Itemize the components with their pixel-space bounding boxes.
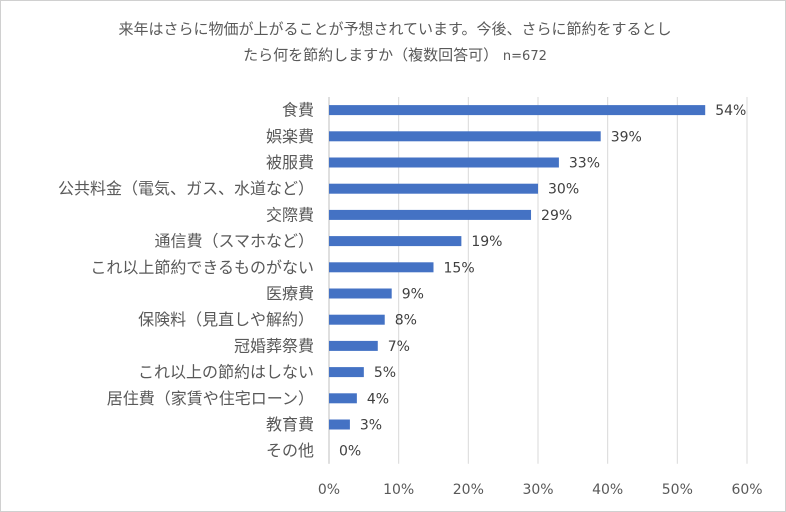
- bar: [329, 419, 350, 430]
- category-label: その他: [266, 441, 314, 460]
- data-label: 29%: [541, 208, 572, 224]
- category-label: 教育費: [266, 415, 314, 434]
- chart-title-line-2: たら何を節約しますか（複数回答可） n=672: [60, 42, 730, 70]
- data-label: 30%: [548, 182, 579, 198]
- data-label: 4%: [367, 391, 389, 407]
- category-label: 娯楽費: [266, 127, 314, 146]
- x-tick-label: 10%: [383, 482, 414, 498]
- category-label: 被服費: [266, 153, 314, 172]
- bar: [329, 157, 559, 168]
- data-label: 9%: [402, 287, 424, 303]
- bar: [329, 367, 364, 378]
- bar: [329, 393, 357, 404]
- data-label: 8%: [395, 313, 417, 329]
- x-tick-label: 50%: [662, 482, 693, 498]
- data-label: 5%: [374, 365, 396, 381]
- chart-title-line-2-text: たら何を節約しますか（複数回答可）: [243, 46, 499, 64]
- value-labels: 54% 39% 33% 30% 29% 19% 15% 9% 8% 7% 5% 4% 3% 0%: [339, 103, 746, 460]
- x-tick-label: 40%: [592, 482, 623, 498]
- data-label: 19%: [471, 234, 502, 250]
- bars: [329, 105, 706, 430]
- data-label: 3%: [360, 418, 382, 434]
- chart-title: 来年はさらに物価が上がることが予想されています。今後、さらに節約をするとし たら…: [60, 16, 730, 70]
- x-tick-label: 20%: [453, 482, 484, 498]
- category-label: 医療費: [266, 284, 314, 303]
- category-label: 保険料（見直しや解約）: [138, 310, 314, 329]
- category-label: 居住費（家賃や住宅ローン）: [107, 389, 314, 408]
- x-tick-label: 60%: [731, 482, 762, 498]
- data-label: 15%: [444, 260, 475, 276]
- bar: [329, 314, 385, 325]
- category-label: 食費: [282, 101, 314, 120]
- data-label: 39%: [611, 129, 642, 145]
- category-label: これ以上の節約はしない: [138, 363, 314, 382]
- gridlines: [328, 97, 748, 464]
- category-label: 通信費（スマホなど）: [154, 232, 314, 251]
- data-label: 33%: [569, 156, 600, 172]
- bar: [329, 340, 378, 351]
- bar: [329, 105, 706, 116]
- data-label: 0%: [339, 444, 361, 460]
- category-label: 公共料金（電気、ガス、水道など）: [58, 179, 314, 198]
- x-tick-labels: 0% 10% 20% 30% 40% 50% 60%: [318, 482, 763, 498]
- bar: [329, 209, 532, 220]
- sample-size-label: n=672: [502, 49, 547, 64]
- x-tick-label: 0%: [318, 482, 340, 498]
- category-label: 交際費: [266, 205, 314, 224]
- category-label: 冠婚葬祭費: [234, 336, 314, 355]
- data-label: 7%: [388, 339, 410, 355]
- bar: [329, 262, 434, 273]
- data-label: 54%: [715, 103, 746, 119]
- bar: [329, 131, 601, 142]
- bar: [329, 288, 392, 299]
- bar: [329, 236, 462, 247]
- category-label: これ以上節約できるものがない: [90, 258, 314, 277]
- x-tick-label: 30%: [522, 482, 553, 498]
- bar: [329, 183, 538, 194]
- chart-title-line-1: 来年はさらに物価が上がることが予想されています。今後、さらに節約をするとし: [118, 20, 672, 38]
